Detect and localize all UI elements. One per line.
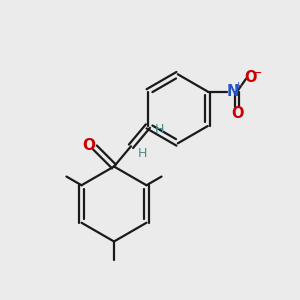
Text: H: H	[138, 147, 147, 160]
Text: N: N	[226, 84, 239, 99]
Text: O: O	[244, 70, 257, 85]
Text: −: −	[252, 67, 262, 80]
Text: O: O	[231, 106, 243, 121]
Text: +: +	[234, 81, 243, 91]
Text: H: H	[154, 123, 164, 136]
Text: O: O	[82, 138, 95, 153]
